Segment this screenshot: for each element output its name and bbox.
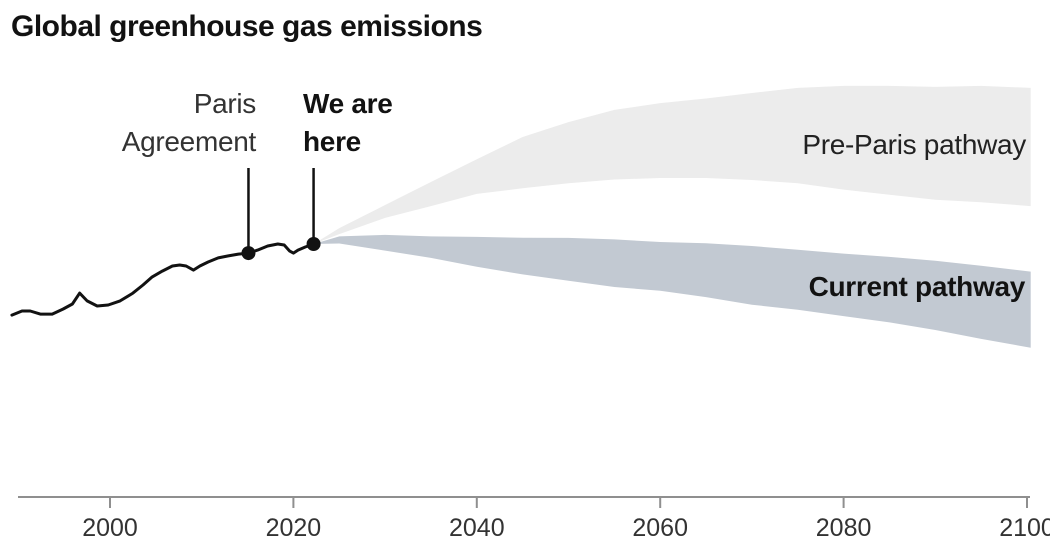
label-pre-paris-pathway: Pre-Paris pathway [802,129,1026,160]
x-axis-tick-label-2080: 2080 [816,514,872,542]
marker-dot-paris-agreement [241,246,256,261]
x-axis-tick-label-2040: 2040 [449,514,505,542]
annotation-we-are-here-line2: here [303,126,361,157]
x-axis-tick-label-2000: 2000 [82,514,138,542]
x-axis-tick-label-2020: 2020 [266,514,322,542]
band-pre-paris-pathway [313,85,1031,245]
marker-dot-we-are-here [306,237,321,251]
annotation-we-are-here-line1: We are [303,88,393,119]
annotation-paris-agreement-line2: Agreement [121,126,257,157]
history-line [10,242,316,317]
annotation-paris-agreement-line1: Paris [193,88,257,119]
chart-title: Global greenhouse gas emissions [11,10,483,43]
x-axis-tick-label-2100: 2100 [999,514,1050,542]
x-axis-tick-label-2060: 2060 [632,514,688,542]
label-current-pathway: Current pathway [808,271,1026,302]
annotation-we-are-here: We are here [303,85,393,161]
band-current-pathway [313,234,1031,348]
annotation-paris-agreement: Paris Agreement [121,85,257,161]
